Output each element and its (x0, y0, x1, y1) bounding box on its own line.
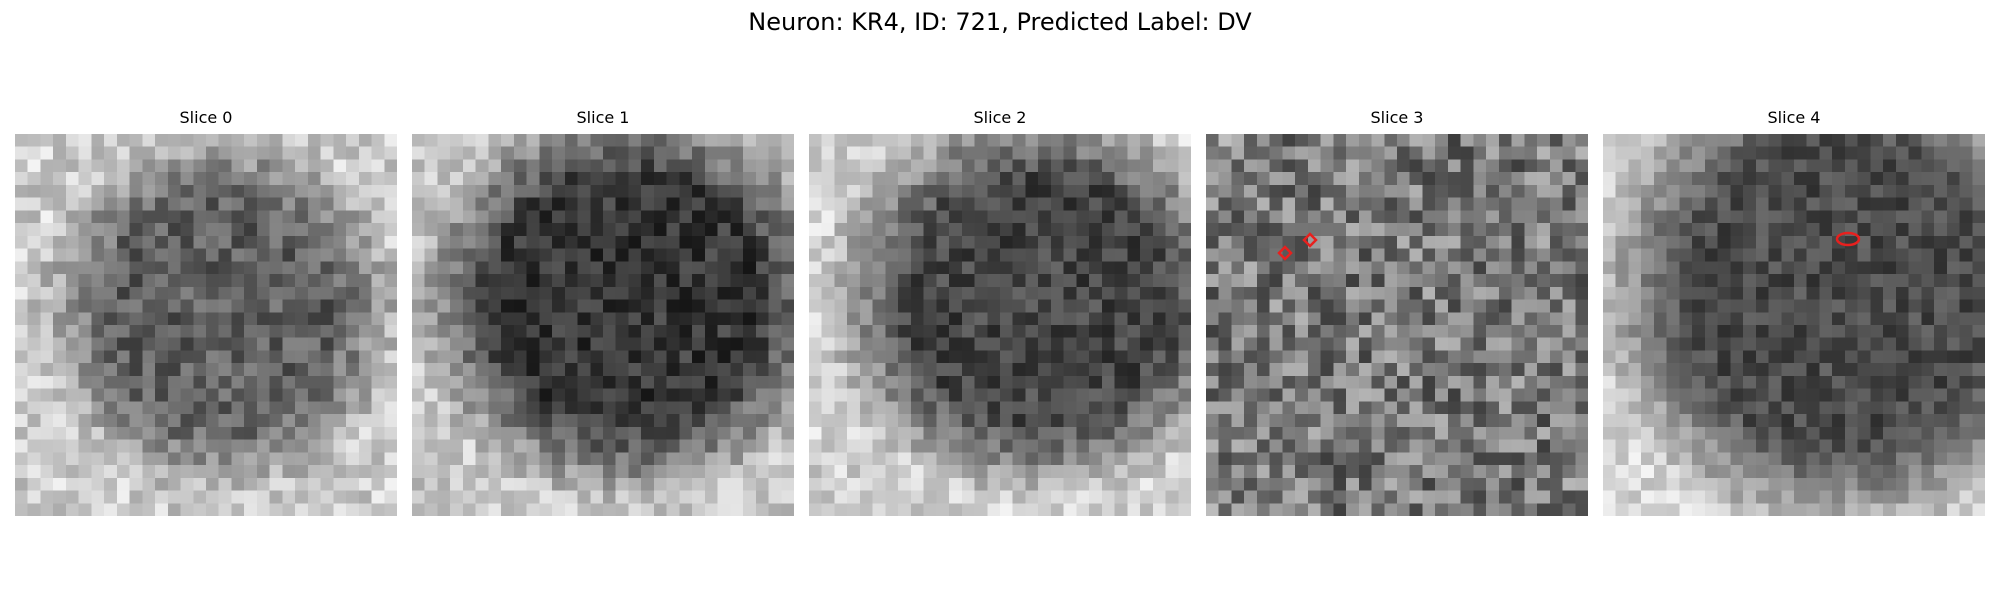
marker-overlay-4 (1835, 231, 1861, 247)
slice-image-3 (1206, 134, 1588, 516)
slice-image-2 (809, 134, 1191, 516)
red-ellipse-marker (1835, 231, 1861, 247)
slice-image-0 (15, 134, 397, 516)
figure-title: Neuron: KR4, ID: 721, Predicted Label: D… (748, 8, 1252, 36)
slice-image-4 (1603, 134, 1985, 516)
slice-title: Slice 2 (973, 108, 1027, 127)
slice-title: Slice 3 (1370, 108, 1424, 127)
slice-title: Slice 4 (1767, 108, 1821, 127)
marker-overlay-3 (1277, 232, 1318, 261)
slice-title: Slice 0 (179, 108, 233, 127)
slice-image-1 (412, 134, 794, 516)
red-diamond-marker (1302, 232, 1318, 248)
slice-title: Slice 1 (576, 108, 630, 127)
red-diamond-marker (1277, 245, 1293, 261)
